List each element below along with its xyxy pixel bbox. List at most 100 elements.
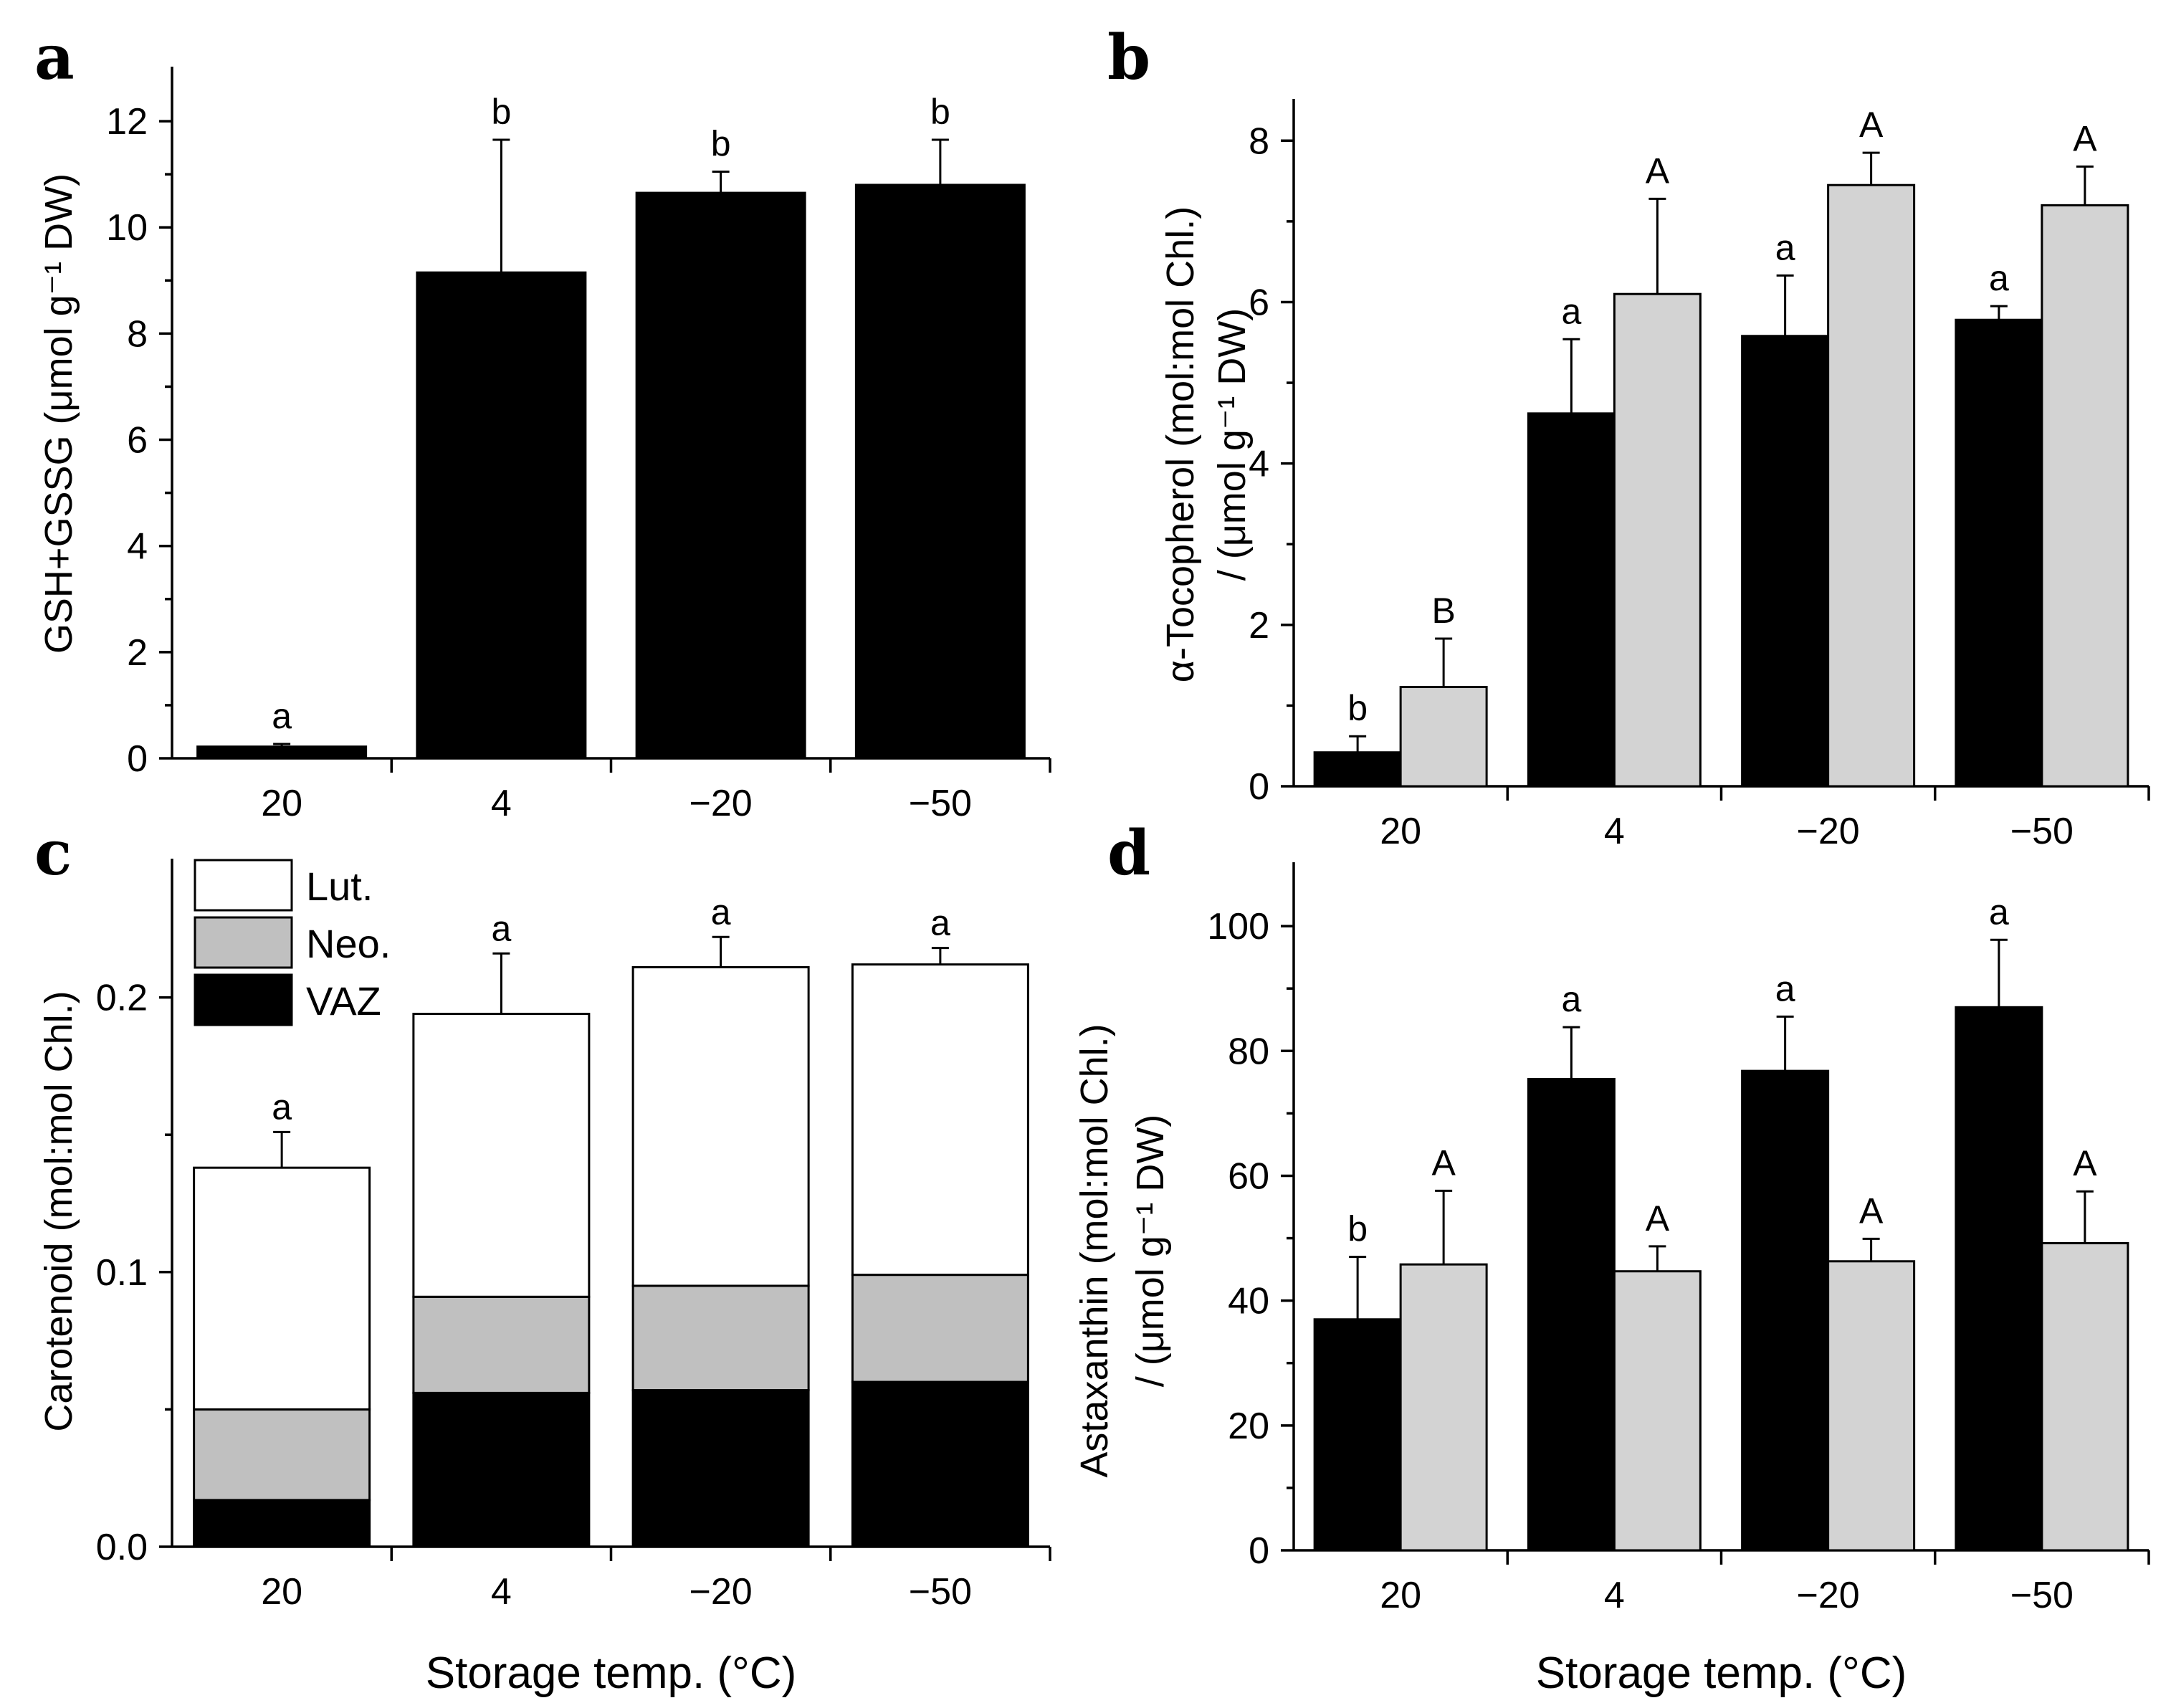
y-axis-label: GSH+GSSG (μmol g⁻¹ DW) [37,173,80,654]
y-tick-label: 80 [1228,1031,1269,1072]
bar-lut [412,1013,591,1298]
significance-label: A [1646,151,1670,191]
bar-black [1955,1006,2043,1552]
y-tick-label: 6 [127,420,148,462]
significance-label: a [1775,968,1795,1008]
bar-black [1313,751,1402,788]
bar-neo [851,1274,1029,1383]
bar-grey [2041,1242,2129,1552]
panel-d: d 0 20 40 60 80 100 20 4 −20 −50 Astaxanthin (mol:m… [1073,817,2150,1698]
panel-letter: a [34,22,75,94]
significance-label: a [272,696,292,736]
x-tick-label: 20 [261,783,302,824]
y-tick-label: 60 [1228,1155,1269,1197]
x-tick-label: 4 [491,1571,512,1613]
x-tick-label: 20 [261,1571,302,1613]
y-axis-label-2: / (μmol g⁻¹ DW) [1211,308,1254,581]
bar-grey [1613,1270,1702,1552]
y-tick-label: 2 [1249,605,1269,647]
x-tick-label: −50 [909,783,972,824]
y-tick-label: 8 [1249,120,1269,162]
x-tick-label: 20 [1380,1575,1421,1616]
significance-label: b [1347,688,1368,728]
bar-black [1741,1069,1830,1552]
significance-label: a [491,908,511,948]
legend-label: Neo. [306,921,391,966]
significance-label: a [930,903,950,943]
bar-vaz [193,1499,371,1548]
significance-label: b [1347,1209,1368,1249]
bar-grey [1399,1263,1488,1552]
bar-GSH+GSSG [854,183,1026,760]
significance-label: a [1775,227,1795,267]
y-tick-label: 100 [1207,906,1269,948]
y-axis-label: Carotenoid (mol:mol Chl.) [37,991,80,1431]
x-tick-label: −20 [1797,1575,1860,1616]
panel-letter: b [1107,22,1150,94]
x-tick-label: −50 [909,1571,972,1613]
legend-label: Lut. [306,864,373,909]
bar-lut [631,965,810,1287]
y-axis-label-2: / (μmol g⁻¹ DW) [1129,1115,1172,1388]
bar-vaz [631,1389,810,1548]
bar-GSH+GSSG [416,271,587,760]
y-tick-label: 4 [127,526,148,568]
x-tick-label: 4 [1604,1575,1625,1616]
x-tick-label: 4 [1604,811,1625,852]
y-tick-label: 2 [127,632,148,674]
x-tick-label: −20 [690,783,753,824]
y-tick-label: 0 [1249,1530,1269,1572]
bar-neo [412,1295,591,1394]
y-axis-label: Astaxanthin (mol:mol Chl.) [1073,1024,1116,1477]
bar-grey [1827,183,1916,788]
panel-c: c 0.0 0.1 0.2 20 4 −20 −50 Carotenoid (mol:mol C… [34,817,1051,1698]
bar-GSH+GSSG [635,191,806,760]
y-tick-label: 0.2 [96,978,148,1019]
significance-label: A [1646,1198,1670,1239]
y-tick-label: 0 [1249,766,1269,808]
legend-swatch-lut [194,859,293,912]
bar-black [1527,412,1616,788]
panel-letter: c [34,817,72,889]
panel-letter: d [1107,817,1150,889]
y-axis-label: α-Tocopherol (mol:mol Chl.) [1159,206,1202,682]
significance-label: b [491,92,511,132]
significance-label: b [272,1504,292,1544]
bar-vaz [851,1380,1029,1548]
x-tick-label: −20 [1797,811,1860,852]
significance-label: a [1989,258,2009,298]
x-axis-label: Storage temp. (°C) [1536,1649,1907,1698]
y-tick-label: 12 [106,101,148,143]
y-tick-label: 0.0 [96,1527,148,1568]
bar-grey [1399,686,1488,788]
significance-label: B [1431,591,1455,631]
y-tick-label: 6 [1249,282,1269,323]
significance-label: b [930,92,950,132]
bar-lut [193,1166,371,1411]
bar-lut [851,963,1029,1277]
significance-label: A [1431,1142,1456,1183]
bar-black [1955,318,2043,788]
significance-label: a [1989,892,2009,932]
bar-GSH+GSSG [196,745,368,760]
bar-neo [631,1284,810,1392]
bar-grey [1613,292,1702,788]
bar-black [1741,335,1830,788]
y-tick-label: 40 [1228,1281,1269,1322]
significance-label: A [2073,1143,2097,1183]
panel-a: a 0 2 4 6 8 10 12 20 4 −20 −50 GSH+GSSG (μmol g⁻¹ DW… [34,22,1051,824]
significance-label: A [2073,118,2097,158]
legend-swatch-vaz [194,973,293,1026]
x-tick-label: 20 [1380,811,1421,852]
y-tick-label: 8 [127,313,148,355]
bar-grey [1827,1260,1916,1552]
panel-b: b 0 2 4 6 8 20 4 −20 −50 α-Tocopherol (mol:mol Chl… [1107,22,2150,852]
significance-label: b [711,123,731,163]
y-tick-label: 20 [1228,1406,1269,1447]
significance-label: A [1859,105,1884,145]
significance-label: a [711,892,731,932]
x-tick-label: −20 [690,1571,753,1613]
y-tick-label: 4 [1249,444,1269,485]
significance-label: a [1561,291,1581,331]
